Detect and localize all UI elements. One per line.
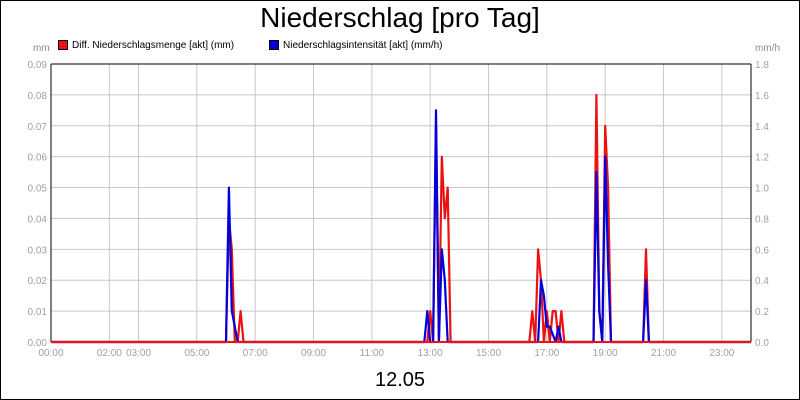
legend-swatch-red [58, 40, 68, 50]
y-left-tick-label: 0.05 [28, 184, 48, 195]
series-line-niederschlagsintensitaet [51, 109, 751, 344]
x-tick-label: 17:00 [534, 348, 559, 359]
left-axis-unit: mm [33, 43, 50, 54]
y-right-tick-label: 0.2 [755, 307, 769, 318]
y-left-tick-label: 0.02 [28, 276, 48, 287]
y-right-tick-label: 1.4 [755, 122, 769, 133]
x-tick-label: 23:00 [709, 348, 734, 359]
y-right-tick-label: 0.6 [755, 245, 769, 256]
y-left-tick-label: 0.01 [28, 307, 48, 318]
x-tick-label: 15:00 [476, 348, 501, 359]
x-tick-label: 07:00 [243, 348, 268, 359]
y-left-tick-label: 0.04 [28, 214, 48, 225]
y-left-tick-label: 0.00 [28, 338, 48, 349]
legend-label-series-2: Niederschlagsintensität [akt] (mm/h) [283, 39, 443, 51]
x-tick-label: 00:00 [38, 348, 63, 359]
x-tick-label: 13:00 [418, 348, 443, 359]
legend-label-series-1: Diff. Niederschlagsmenge [akt] (mm) [72, 39, 235, 51]
y-right-tick-label: 0.4 [755, 276, 769, 287]
x-tick-label: 05:00 [184, 348, 209, 359]
y-right-tick-label: 1.2 [755, 153, 769, 164]
y-right-tick-label: 0.8 [755, 214, 769, 225]
y-right-tick-label: 1.0 [755, 184, 769, 195]
legend-swatch-blue [269, 40, 279, 50]
date-label: 12.05 [374, 369, 426, 391]
y-left-tick-label: 0.08 [28, 91, 48, 102]
x-tick-label: 09:00 [301, 348, 326, 359]
y-left-tick-label: 0.07 [28, 122, 48, 133]
y-left-tick-label: 0.09 [28, 60, 48, 71]
y-right-tick-label: 0.0 [755, 338, 769, 349]
x-tick-label: 11:00 [360, 348, 385, 359]
x-tick-label: 02:00 [97, 348, 122, 359]
y-left-tick-label: 0.06 [28, 153, 48, 164]
y-right-tick-label: 1.6 [755, 91, 769, 102]
x-tick-label: 03:00 [126, 348, 151, 359]
legend-item-series-2: Niederschlagsintensität [akt] (mm/h) [269, 39, 443, 51]
legend-item-series-1: Diff. Niederschlagsmenge [akt] (mm) [58, 39, 234, 51]
right-axis-unit: mm/h [755, 43, 780, 54]
chart-title: Niederschlag [pro Tag] [260, 2, 540, 33]
x-tick-label: 19:00 [593, 348, 618, 359]
y-left-tick-label: 0.03 [28, 245, 48, 256]
y-right-tick-label: 1.8 [755, 60, 769, 71]
x-tick-label: 21:00 [651, 348, 676, 359]
